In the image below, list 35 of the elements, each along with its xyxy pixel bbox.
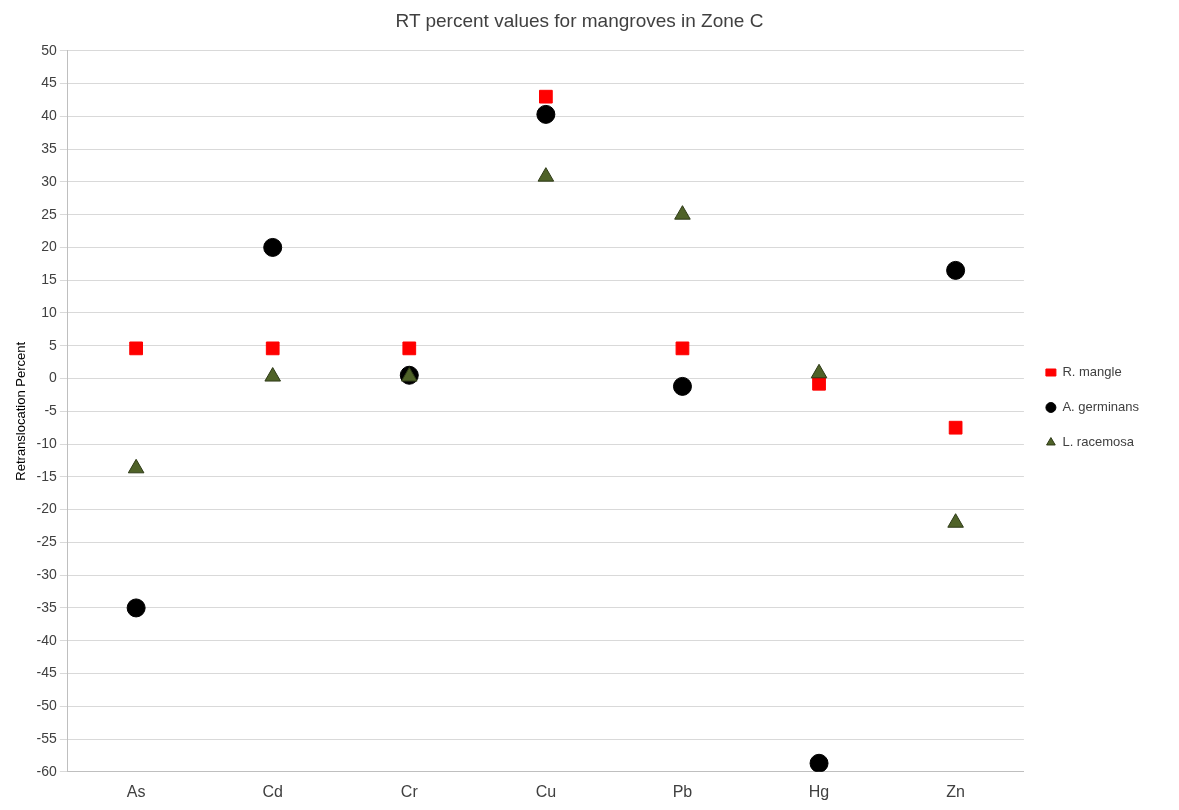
x-tick-label: Hg: [808, 782, 830, 800]
y-tick-label: 5: [49, 336, 58, 353]
x-tick-label: Cr: [400, 782, 419, 800]
chart-title: RT percent values for mangroves in Zone C: [395, 9, 764, 31]
y-tick-label: 20: [41, 238, 58, 255]
y-tick-label: 15: [41, 271, 58, 288]
y-tick-label: -60: [36, 762, 58, 779]
y-tick-label: -25: [36, 533, 58, 550]
y-tick-label: -35: [36, 598, 58, 615]
x-tick-label: Cu: [535, 782, 557, 800]
y-tick-label: 0: [49, 369, 58, 386]
y-tick-label: 10: [41, 303, 58, 320]
legend-label: R. mangle: [1062, 364, 1122, 380]
y-tick-label: -20: [36, 500, 58, 517]
y-tick-label: -40: [36, 631, 58, 648]
y-tick-label: -15: [36, 467, 58, 484]
y-tick-label: 25: [41, 205, 58, 222]
y-tick-label: 40: [41, 107, 58, 124]
y-tick-label: 35: [41, 139, 58, 156]
x-tick-label: Cd: [262, 782, 283, 800]
y-tick-label: -5: [44, 402, 58, 419]
y-tick-label: -50: [36, 697, 58, 714]
x-tick-label: Zn: [946, 782, 965, 800]
y-tick-label: -45: [36, 664, 58, 681]
x-tick-label: Pb: [672, 782, 693, 800]
y-tick-label: -10: [36, 434, 58, 451]
y-tick-label: -30: [36, 566, 58, 583]
y-tick-label: 50: [41, 41, 58, 58]
legend-label: A. germinans: [1062, 399, 1140, 415]
y-tick-label: 45: [41, 74, 58, 91]
y-tick-label: -55: [36, 729, 58, 746]
y-axis-title: Retranslocation Percent: [13, 341, 29, 481]
x-tick-label: As: [126, 782, 146, 800]
y-tick-label: 30: [41, 172, 58, 189]
legend-label: L. racemosa: [1062, 434, 1135, 450]
